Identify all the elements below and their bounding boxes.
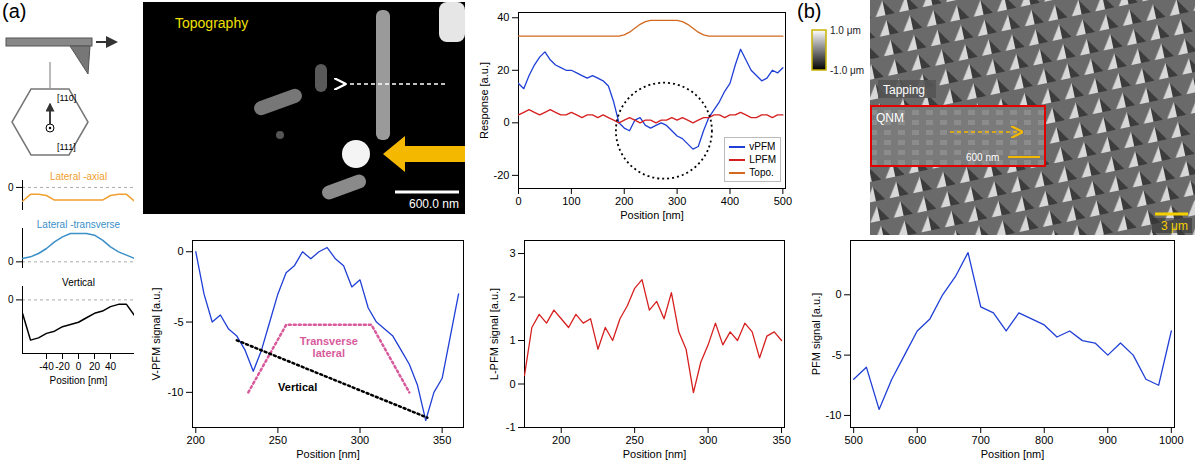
svg-text:40: 40 [497,11,509,23]
svg-text:Position [nm]: Position [nm] [620,209,684,221]
svg-text:600 nm: 600 nm [966,152,999,163]
html-text:LPFM: LPFM [749,154,776,165]
svg-text:Response [a.u.]: Response [a.u.] [478,62,490,139]
svg-text:0: 0 [509,378,515,390]
svg-text:500: 500 [774,195,792,207]
svg-text:800: 800 [1035,434,1053,446]
svg-text:L-PFM signal [a.u.]: L-PFM signal [a.u.] [488,288,500,380]
svg-text:1: 1 [509,334,515,346]
svg-text:200: 200 [552,434,570,446]
svg-text:20: 20 [497,64,509,76]
html-text:(a): (a) [2,0,27,22]
svg-text:250: 250 [269,434,287,446]
svg-text:-1: -1 [506,421,516,433]
svg-text:-10: -10 [826,409,842,421]
svg-text:Lateral -axial: Lateral -axial [50,171,107,182]
svg-text:V-PFM signal [a.u.]: V-PFM signal [a.u.] [150,288,162,381]
svg-text:Tapping: Tapping [883,83,925,97]
svg-text:2: 2 [509,291,515,303]
svg-text:900: 900 [1099,434,1117,446]
svg-text:0: 0 [76,361,82,372]
svg-text:Transverselateral: Transverselateral [300,335,358,359]
svg-text:350: 350 [433,434,451,446]
svg-text:0: 0 [835,288,841,300]
svg-text:300: 300 [699,434,717,446]
svg-text:Vertical: Vertical [62,277,95,288]
svg-text:500: 500 [844,434,862,446]
svg-text:40: 40 [105,361,117,372]
svg-text:0: 0 [8,182,14,193]
svg-text:200: 200 [615,195,633,207]
svg-text:Topography: Topography [175,15,248,31]
svg-text:Position [nm]: Position [nm] [623,448,687,460]
svg-text:-1.0 μm: -1.0 μm [830,65,864,76]
svg-text:300: 300 [351,434,369,446]
svg-text:700: 700 [972,434,990,446]
svg-text:Lateral -transverse: Lateral -transverse [37,219,121,230]
svg-text:0: 0 [177,245,183,257]
svg-text:20: 20 [89,361,101,372]
svg-text:3 μm: 3 μm [1161,219,1188,233]
svg-text:-5: -5 [174,316,184,328]
svg-text:-20: -20 [494,169,510,181]
svg-text:1000: 1000 [1159,434,1183,446]
svg-text:0: 0 [515,195,521,207]
svg-text:[111]: [111] [57,142,76,152]
svg-text:250: 250 [625,434,643,446]
html-text:(b): (b) [797,0,822,22]
svg-text:350: 350 [772,434,790,446]
svg-text:3: 3 [509,247,515,259]
svg-text:-10: -10 [168,386,184,398]
svg-text:Vertical: Vertical [278,381,317,393]
svg-text:600.0 nm: 600.0 nm [409,197,459,211]
svg-text:-5: -5 [832,349,842,361]
svg-text:0: 0 [8,256,14,267]
svg-text:300: 300 [668,195,686,207]
svg-text:0: 0 [8,294,14,305]
html-text:vPFM: vPFM [749,141,776,152]
svg-text:200: 200 [187,434,205,446]
html-text:Topo.: Topo. [749,167,774,178]
svg-text:Position [nm]: Position [nm] [296,448,360,460]
svg-text:100: 100 [562,195,580,207]
svg-text:[110]: [110] [57,93,76,103]
svg-text:-20: -20 [55,361,70,372]
svg-text:QNM: QNM [876,111,904,125]
svg-text:1.0 μm: 1.0 μm [830,26,861,36]
svg-text:0: 0 [503,116,509,128]
svg-text:Position [nm]: Position [nm] [981,448,1045,460]
svg-text:-40: -40 [39,361,54,372]
svg-text:PFM signal [a.u.]: PFM signal [a.u.] [810,293,822,376]
svg-text:400: 400 [721,195,739,207]
svg-text:600: 600 [908,434,926,446]
svg-text:Position [nm]: Position [nm] [50,375,108,386]
